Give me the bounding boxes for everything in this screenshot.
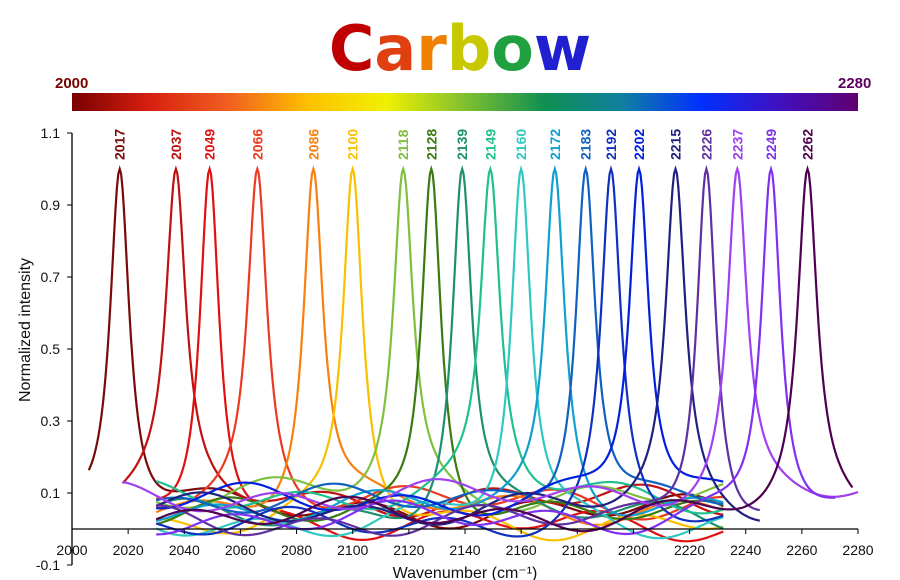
title-letter: o <box>491 12 534 85</box>
series-line-2226 <box>156 164 760 537</box>
x-axis-label: Wavenumber (cm⁻¹) <box>393 565 538 580</box>
title-letter: r <box>416 12 447 85</box>
series-line-2192 <box>155 165 724 538</box>
x-tick-label: 2280 <box>842 542 873 558</box>
peak-label: 2049 <box>202 129 218 160</box>
peak-label: 2139 <box>454 129 470 160</box>
series-line-2149 <box>155 165 724 515</box>
peak-label: 2172 <box>547 129 563 160</box>
series-line-2262 <box>155 165 854 533</box>
y-tick-label: 0.1 <box>41 485 61 501</box>
y-axis-label: Normalized intensity <box>17 258 34 402</box>
peak-label: 2226 <box>698 129 714 160</box>
title-letter: a <box>374 12 416 85</box>
x-tick-label: 2160 <box>506 542 537 558</box>
series-line-2202 <box>156 165 724 517</box>
colorbar <box>72 93 858 111</box>
y-tick-label: 0.7 <box>41 269 61 285</box>
series-line-2128 <box>155 164 724 526</box>
peak-label: 2118 <box>395 129 411 160</box>
peak-label: 2128 <box>423 129 439 160</box>
series-line-2183 <box>155 164 724 514</box>
chart-title: Carbow <box>329 12 591 85</box>
peak-label: 2100 <box>345 129 361 160</box>
x-tick-label: 2220 <box>674 542 705 558</box>
title-letter: w <box>534 12 591 85</box>
y-tick-label: 0.9 <box>41 197 61 213</box>
y-tick-label: 0.3 <box>41 413 61 429</box>
peak-label: 2262 <box>799 129 815 160</box>
title-letter: C <box>329 12 375 85</box>
peak-labels: 2017 2037 2049 2066 2086 2100 2118 2128 2139 2149… <box>112 129 816 160</box>
peak-label: 2086 <box>305 129 321 160</box>
x-tick-label: 2040 <box>169 542 200 558</box>
peak-label: 2037 <box>168 129 184 160</box>
x-tick-label: 2140 <box>449 542 480 558</box>
x-tick-label: 2180 <box>562 542 593 558</box>
peak-label: 2183 <box>578 129 594 160</box>
x-tick-label: 2240 <box>730 542 761 558</box>
x-tick-label: 2260 <box>786 542 817 558</box>
peak-label: 2215 <box>668 129 684 160</box>
y-tick-label: 0.5 <box>41 341 61 357</box>
series-line-2237 <box>122 165 859 513</box>
peak-label: 2160 <box>513 129 529 160</box>
colorbar-max-label: 2280 <box>838 75 871 92</box>
x-tick-label: 2100 <box>337 542 368 558</box>
series-line-2249 <box>156 164 836 536</box>
y-tick-label: 1.1 <box>41 125 61 141</box>
peak-label: 2202 <box>631 129 647 160</box>
x-tick-label: 2060 <box>225 542 256 558</box>
peak-label: 2017 <box>112 129 128 160</box>
series-line-2172 <box>155 165 724 523</box>
peak-label: 2237 <box>729 129 745 160</box>
x-tick-label: 2080 <box>281 542 312 558</box>
x-tick-label: 2020 <box>113 542 144 558</box>
peak-label: 2066 <box>249 129 265 160</box>
peak-label: 2249 <box>763 129 779 160</box>
axes: 2000 2020 2040 2060 2080 2100 2120 2140 2160 2180… <box>36 125 874 573</box>
colorbar-min-label: 2000 <box>55 75 88 92</box>
series-line-2086 <box>155 165 724 526</box>
y-tick-label: -0.1 <box>36 557 60 573</box>
title-letter: b <box>447 12 491 85</box>
x-tick-label: 2000 <box>56 542 87 558</box>
series-lines <box>87 164 859 543</box>
peak-label: 2149 <box>482 129 498 160</box>
peak-label: 2192 <box>603 129 619 160</box>
x-tick-label: 2120 <box>393 542 424 558</box>
x-tick-label: 2200 <box>618 542 649 558</box>
